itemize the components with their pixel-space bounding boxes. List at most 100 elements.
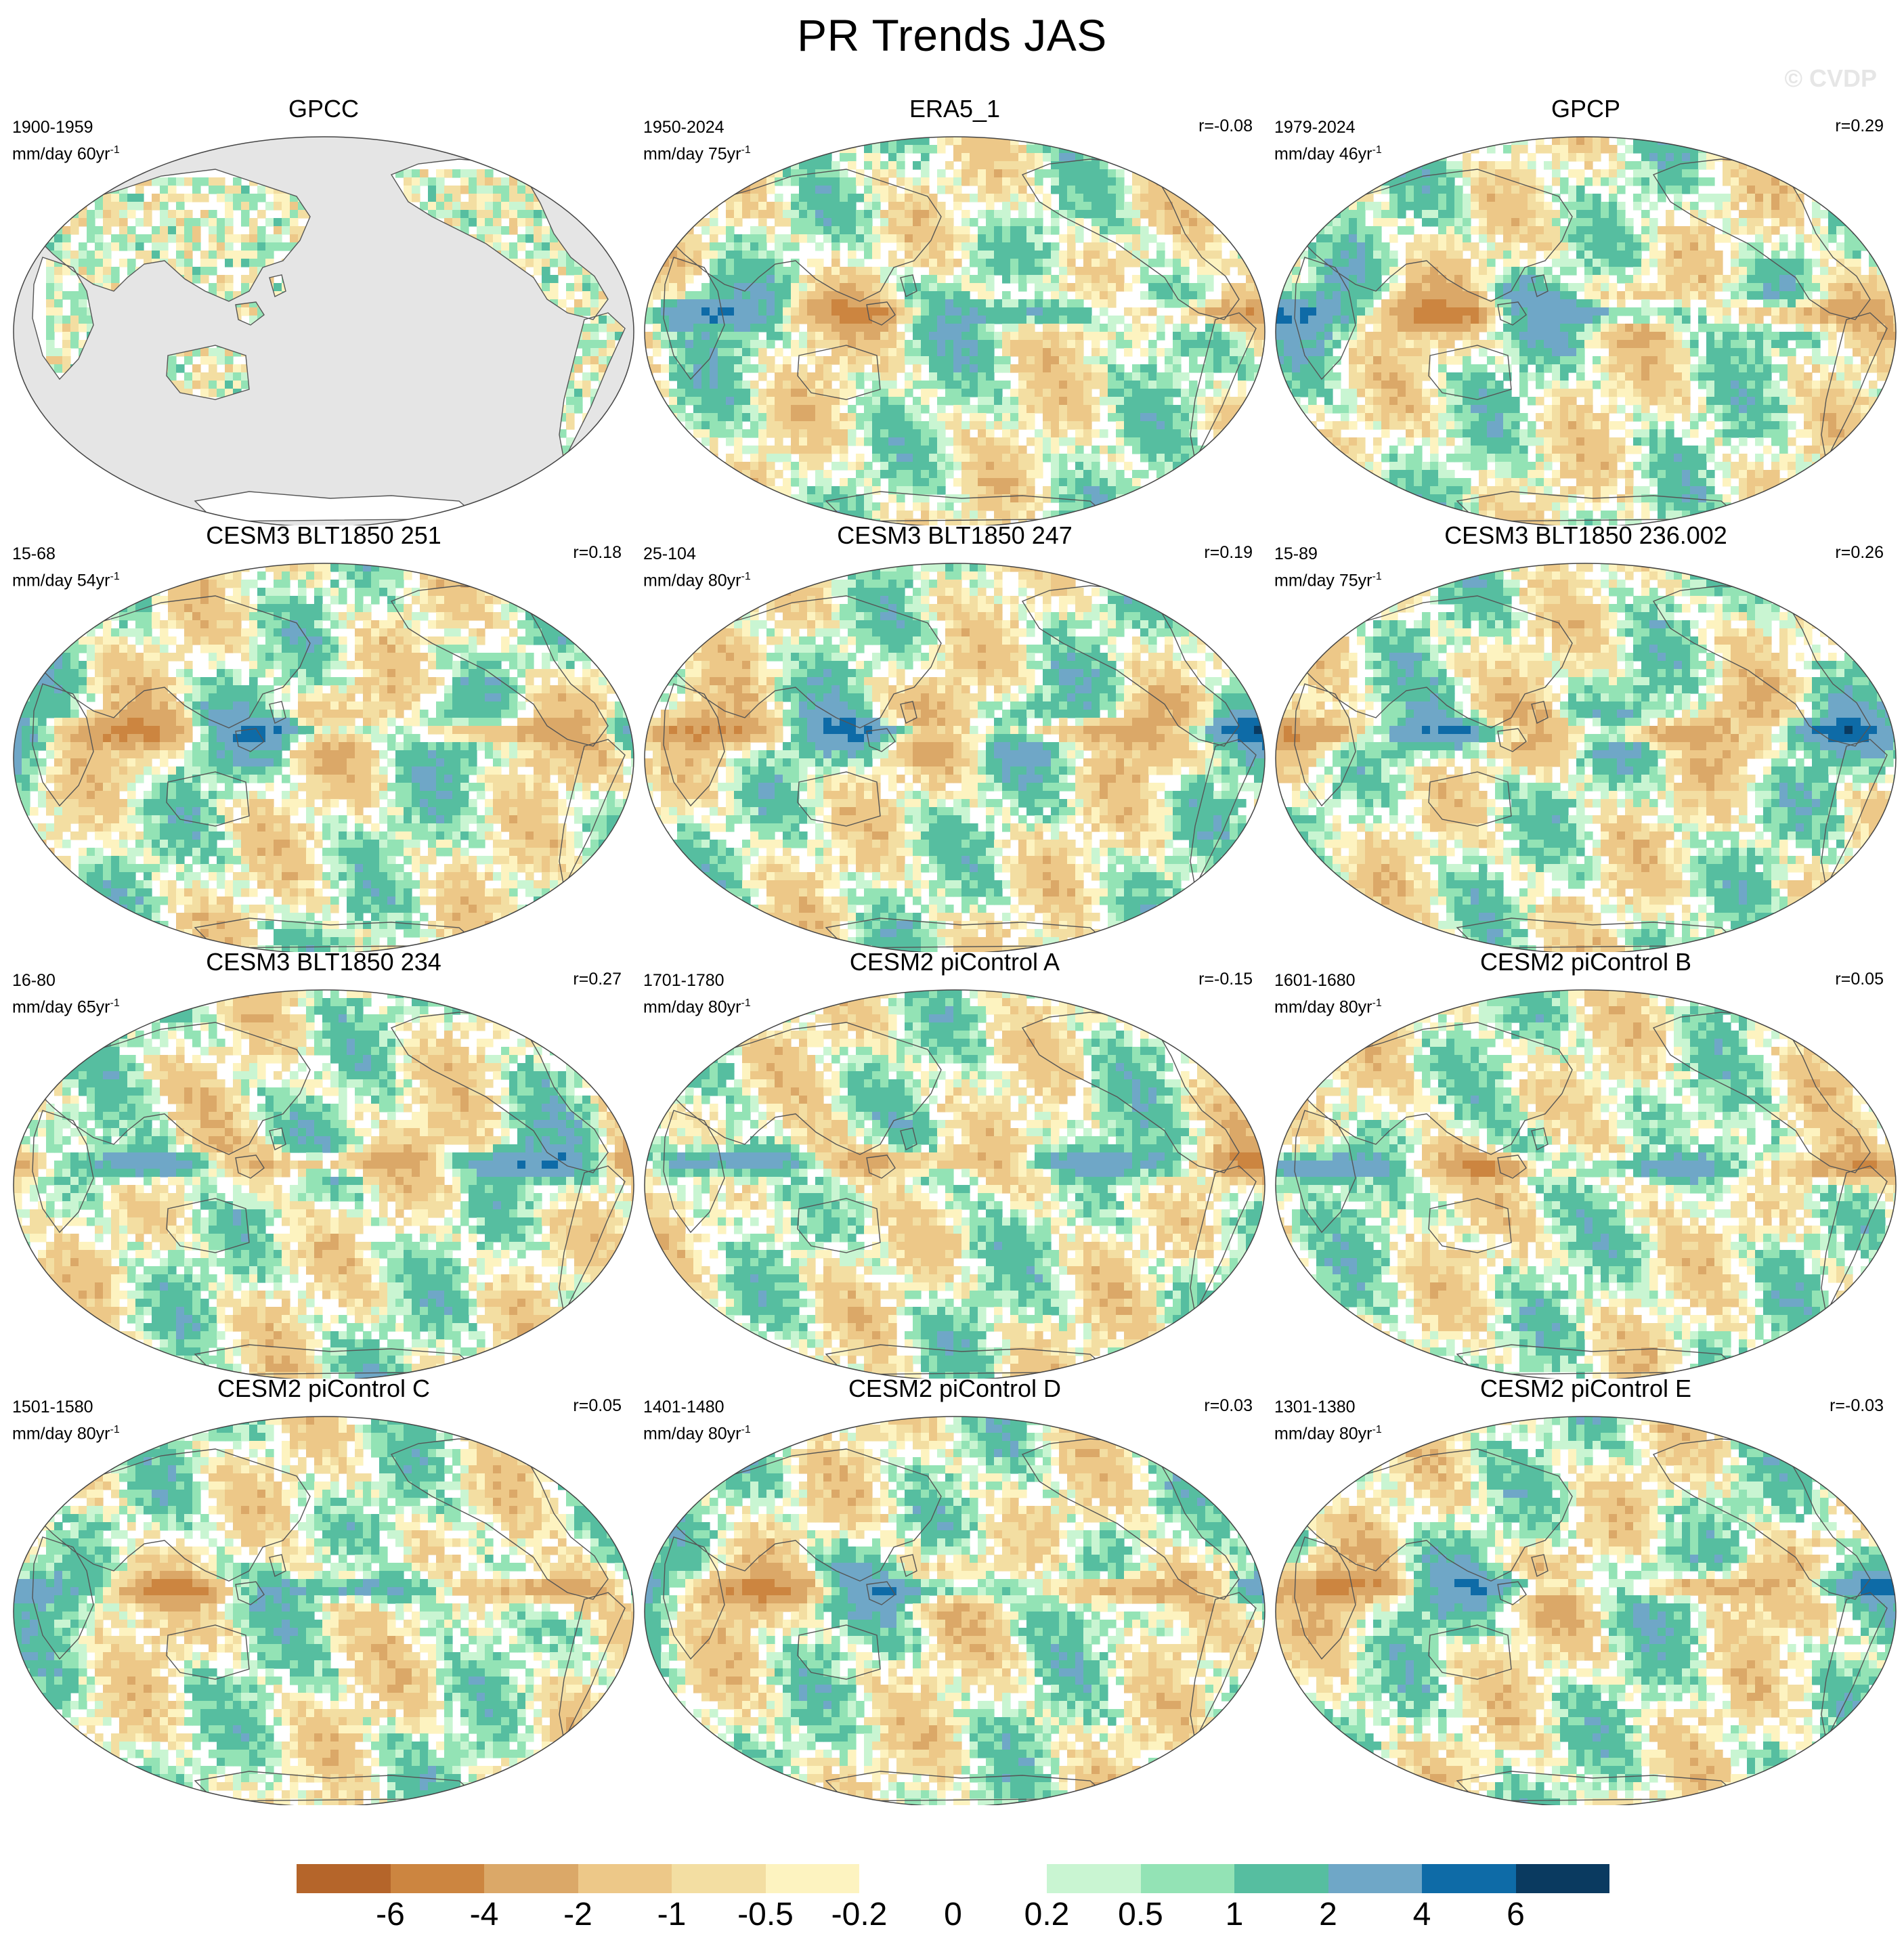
colorbar-swatch — [297, 1864, 391, 1893]
map-border — [13, 1416, 634, 1805]
panel-period-units: 1979-2024 mm/day 46yr-1 — [1274, 116, 1382, 165]
map-border — [1275, 136, 1897, 525]
precip-trend-map — [13, 989, 634, 1379]
colorbar-swatch — [390, 1864, 484, 1893]
panel-correlation: r=-0.15 — [1198, 970, 1253, 989]
panel-correlation: r=0.05 — [573, 1396, 622, 1416]
panel-period-units: 1401-1480 mm/day 80yr-1 — [643, 1396, 751, 1445]
panel-period-units: 16-80 mm/day 65yr-1 — [12, 970, 120, 1018]
panel-title: CESM3 BLT1850 247 — [643, 521, 1266, 550]
panel-title: ERA5_1 — [643, 95, 1266, 123]
colorbar-tick-label: 0.2 — [999, 1896, 1094, 1933]
map-panel: CESM2 piControl B 1601-1680 mm/day 80yr-1 r… — [1274, 948, 1897, 1379]
colorbar-swatch — [1328, 1864, 1422, 1893]
panel-period: 1601-1680 — [1274, 970, 1382, 992]
panel-period-units: 1501-1580 mm/day 80yr-1 — [12, 1396, 120, 1445]
map-border — [1275, 989, 1897, 1379]
precip-trend-map — [644, 136, 1265, 525]
colorbar-tick-label: -6 — [343, 1896, 438, 1933]
panel-period-units: 15-89 mm/day 75yr-1 — [1274, 543, 1382, 592]
panel-correlation: r=0.19 — [1204, 543, 1253, 563]
map-panel: CESM2 piControl C 1501-1580 mm/day 80yr-1 r… — [12, 1375, 635, 1805]
map-border — [644, 1416, 1265, 1805]
panel-period: 1950-2024 — [643, 116, 751, 139]
panel-period: 1301-1380 — [1274, 1396, 1382, 1419]
colorbar-swatch — [859, 1864, 953, 1893]
panel-period-units: 1601-1680 mm/day 80yr-1 — [1274, 970, 1382, 1018]
panel-units: mm/day 80yr-1 — [1274, 992, 1382, 1018]
panel-period-units: 1301-1380 mm/day 80yr-1 — [1274, 1396, 1382, 1445]
colorbar-swatch — [1422, 1864, 1516, 1893]
precip-trend-map — [1275, 136, 1897, 525]
map-panel: CESM3 BLT1850 234 16-80 mm/day 65yr-1 r=0.2… — [12, 948, 635, 1379]
panel-title: CESM2 piControl A — [643, 948, 1266, 976]
panel-units: mm/day 80yr-1 — [643, 1419, 751, 1445]
map-border — [13, 563, 634, 952]
panel-period-units: 25-104 mm/day 80yr-1 — [643, 543, 751, 592]
colorbar-tick-label: 1 — [1187, 1896, 1282, 1933]
colorbar-swatch — [578, 1864, 672, 1893]
precip-trend-map — [13, 563, 634, 952]
map-border — [644, 989, 1265, 1379]
panel-correlation: r=0.05 — [1835, 970, 1884, 989]
colorbar-tick-label: -2 — [531, 1896, 626, 1933]
panel-period-units: 1701-1780 mm/day 80yr-1 — [643, 970, 751, 1018]
panel-period: 16-80 — [12, 970, 120, 992]
panel-period-units: 1950-2024 mm/day 75yr-1 — [643, 116, 751, 165]
panel-units: mm/day 80yr-1 — [643, 992, 751, 1018]
precip-trend-map — [1275, 1416, 1897, 1805]
panel-units: mm/day 60yr-1 — [12, 139, 120, 165]
map-panel: GPCC 1900-1959 mm/day 60yr-1 — [12, 95, 635, 525]
panel-correlation: r=-0.08 — [1198, 116, 1253, 136]
panel-units: mm/day 80yr-1 — [643, 565, 751, 592]
panel-correlation: r=-0.03 — [1830, 1396, 1884, 1416]
colorbar-tick-label: 0.5 — [1094, 1896, 1188, 1933]
coastlines — [32, 1012, 626, 1375]
colorbar-tick-label: -4 — [437, 1896, 532, 1933]
panel-title: CESM2 piControl C — [12, 1375, 635, 1403]
map-border — [1275, 1416, 1897, 1805]
panel-period: 25-104 — [643, 543, 751, 565]
map-border — [644, 563, 1265, 952]
panel-units: mm/day 46yr-1 — [1274, 139, 1382, 165]
panel-correlation: r=0.26 — [1835, 543, 1884, 563]
colorbar-tick-labels: -6 -4 -2 -1 -0.5 -0.2 0 0.2 0.5 1 2 4 6 — [297, 1896, 1609, 1943]
precip-trend-map — [644, 1416, 1265, 1805]
map-panel: CESM2 piControl D 1401-1480 mm/day 80yr-1 r… — [643, 1375, 1266, 1805]
panel-period-units: 15-68 mm/day 54yr-1 — [12, 543, 120, 592]
panel-title: CESM3 BLT1850 234 — [12, 948, 635, 976]
colorbar — [297, 1864, 1609, 1893]
precip-trend-map — [644, 989, 1265, 1379]
precip-trend-map — [13, 1416, 634, 1805]
map-panel: CESM2 piControl A 1701-1780 mm/day 80yr-1 r… — [643, 948, 1266, 1379]
panel-correlation: r=0.27 — [573, 970, 622, 989]
panel-correlation: r=0.03 — [1204, 1396, 1253, 1416]
panel-period: 15-89 — [1274, 543, 1382, 565]
colorbar-tick-label: 4 — [1375, 1896, 1469, 1933]
panel-period: 1701-1780 — [643, 970, 751, 992]
colorbar-swatch — [1234, 1864, 1328, 1893]
coastlines — [32, 1438, 626, 1802]
panel-title: CESM3 BLT1850 251 — [12, 521, 635, 550]
panel-units: mm/day 75yr-1 — [1274, 565, 1382, 592]
panel-period: 15-68 — [12, 543, 120, 565]
map-border — [1275, 563, 1897, 952]
colorbar-tick-label: 0 — [906, 1896, 1001, 1933]
panel-units: mm/day 80yr-1 — [12, 1419, 120, 1445]
colorbar-tick-label: -0.2 — [812, 1896, 907, 1933]
colorbar-swatch — [1140, 1864, 1234, 1893]
map-panel: CESM3 BLT1850 236.002 15-89 mm/day 75yr-1 r… — [1274, 521, 1897, 952]
panel-correlation: r=0.18 — [573, 543, 622, 563]
colorbar-swatch — [953, 1864, 1047, 1893]
map-panel: CESM3 BLT1850 247 25-104 mm/day 80yr-1 r=0.… — [643, 521, 1266, 952]
map-border — [13, 136, 634, 525]
precip-trend-map — [1275, 563, 1897, 952]
panel-period: 1501-1580 — [12, 1396, 120, 1419]
map-panel: ERA5_1 1950-2024 mm/day 75yr-1 r=-0.08 — [643, 95, 1266, 525]
map-panel: GPCP 1979-2024 mm/day 46yr-1 r=0.29 — [1274, 95, 1897, 525]
map-panel: CESM3 BLT1850 251 15-68 mm/day 54yr-1 r=0.1… — [12, 521, 635, 952]
precip-trend-map — [1275, 989, 1897, 1379]
coastlines — [663, 585, 1257, 949]
figure-title: PR Trends JAS — [0, 9, 1904, 61]
panel-period: 1979-2024 — [1274, 116, 1382, 139]
